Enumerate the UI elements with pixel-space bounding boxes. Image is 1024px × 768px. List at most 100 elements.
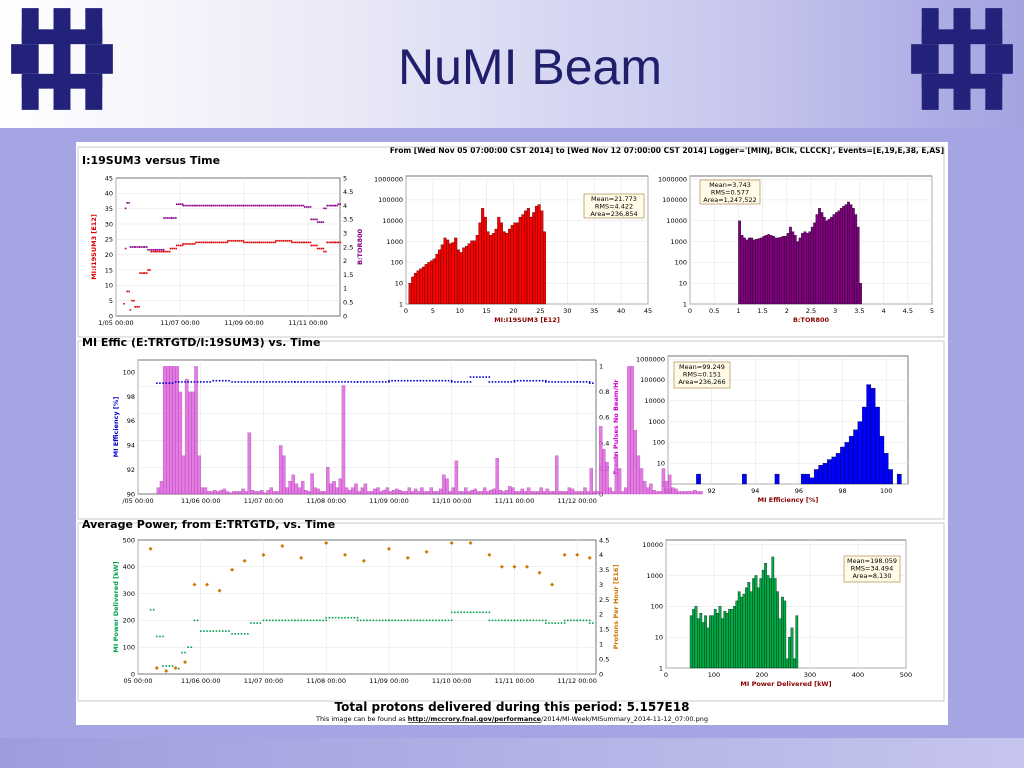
efficiency-point — [523, 379, 525, 382]
power-point — [331, 616, 334, 619]
histogram-bar — [862, 406, 867, 485]
i19sum3-point — [328, 241, 330, 244]
no-beam-bar — [188, 391, 192, 495]
histogram-bar — [879, 435, 885, 485]
histogram-bar — [793, 235, 797, 305]
no-beam-bar — [642, 481, 647, 495]
power-point — [554, 622, 557, 624]
power-point — [422, 619, 425, 622]
histogram-bar — [516, 222, 520, 305]
power-point — [545, 619, 547, 622]
x-tick-label: 1 — [736, 307, 740, 315]
stats-line: RMS=34.494 — [851, 565, 893, 573]
histogram-bar — [743, 237, 746, 305]
tor800-point — [318, 221, 321, 223]
efficiency-point — [156, 382, 158, 384]
histogram-bar — [740, 235, 744, 305]
efficiency-point — [215, 379, 218, 382]
power-point — [203, 630, 205, 632]
tor800-point — [157, 248, 159, 251]
histogram-bar — [866, 384, 872, 485]
tor800-point — [124, 207, 127, 210]
tor800-point — [224, 204, 227, 207]
no-beam-bar — [680, 491, 684, 495]
histogram-bar — [529, 216, 533, 305]
x-tick-label: 92 — [707, 487, 715, 495]
efficiency-point — [475, 376, 478, 378]
power-point — [218, 630, 221, 632]
y-tick-label: 96 — [127, 417, 135, 425]
power-point — [303, 619, 306, 622]
i19sum3-point — [252, 241, 255, 244]
histogram-bar — [513, 222, 517, 305]
histogram-bar — [711, 615, 715, 669]
i19sum3-point — [123, 302, 125, 305]
y2-tick-label: 4.5 — [599, 536, 609, 544]
no-beam-bar — [464, 487, 468, 495]
histogram-bar — [411, 276, 415, 305]
no-beam-bar — [602, 449, 606, 495]
histogram-bar — [788, 637, 791, 669]
x-tick-label: 11/09 00:00 — [369, 677, 409, 685]
y-tick-label: 100 — [653, 439, 665, 447]
histogram-bar — [494, 228, 498, 305]
tor800-point — [179, 203, 182, 206]
histogram-bar — [706, 627, 710, 669]
histogram-bar — [483, 216, 487, 305]
tor800-point — [160, 248, 163, 251]
x-tick-label: 11/11 00:00 — [288, 319, 328, 327]
protons-point — [386, 546, 391, 551]
histogram-bar — [438, 249, 442, 305]
histogram-bar — [524, 210, 528, 305]
url-prefix: This image can be found as — [315, 715, 408, 723]
no-beam-bar — [608, 487, 612, 495]
histogram-bar — [510, 225, 514, 305]
tor800-point — [286, 204, 289, 207]
x-tick-label: 15 — [483, 307, 491, 315]
tor800-point — [259, 204, 261, 207]
no-beam-bar — [627, 366, 631, 495]
tor800-point — [295, 204, 297, 207]
no-beam-bar — [417, 491, 421, 495]
no-beam-bar — [564, 491, 568, 495]
tor800-point — [328, 204, 330, 207]
no-beam-bar — [460, 491, 465, 495]
histogram-bar — [521, 214, 525, 305]
histogram-bar — [473, 240, 477, 305]
power-point — [588, 619, 591, 622]
efficiency-point — [479, 376, 481, 378]
power-point — [196, 619, 199, 622]
y-tick-label: 98 — [127, 393, 135, 401]
power-point — [469, 611, 472, 614]
power-point — [463, 611, 466, 614]
histogram-bar — [465, 246, 468, 305]
power-point — [523, 619, 525, 622]
histogram-bar — [716, 613, 719, 669]
y-tick-label: 100 — [123, 368, 135, 376]
i19sum3-point — [184, 243, 186, 245]
tor800-point — [215, 204, 217, 207]
tor800-point — [195, 204, 197, 207]
no-beam-bar — [658, 491, 663, 495]
power-point — [262, 619, 265, 622]
x-tick-label: 200 — [756, 671, 768, 679]
histogram-bar — [467, 243, 471, 305]
protons-point — [183, 660, 188, 665]
no-beam-bar — [689, 491, 694, 495]
histogram-bar — [430, 260, 434, 305]
x-tick-label: 3.5 — [854, 307, 864, 315]
x-tick-label: 100 — [880, 487, 892, 495]
y2-axis-label: Fractn Pulses No Beam/Hr — [612, 379, 620, 475]
efficiency-point — [350, 381, 353, 383]
histogram-bar — [875, 406, 880, 485]
x-tick-label: 4 — [882, 307, 886, 315]
efficiency-point — [378, 381, 381, 383]
power-point — [454, 611, 456, 614]
y-axis-label: MI Efficiency [%] — [112, 397, 120, 458]
url-link[interactable]: http://mccrory.fnal.gov/performance — [408, 715, 542, 723]
efficiency-point — [196, 381, 199, 383]
power-point — [504, 619, 506, 622]
no-beam-bar — [269, 487, 274, 495]
stats-line: Area=8,130 — [852, 572, 891, 580]
power-point — [450, 619, 453, 622]
